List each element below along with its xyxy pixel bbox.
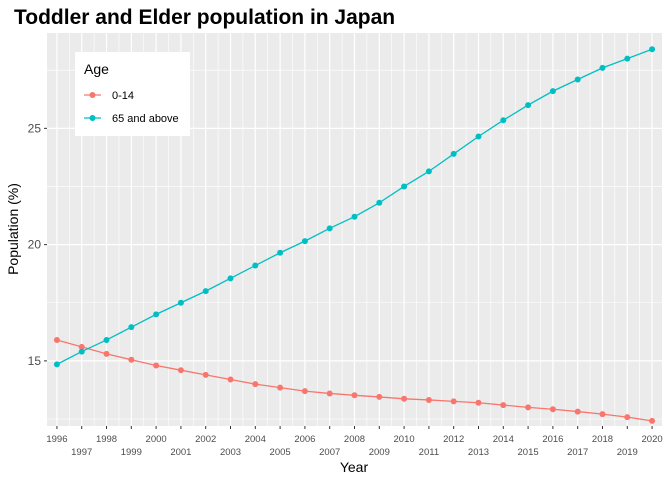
data-point <box>425 396 432 403</box>
y-axis-title: Population (%) <box>5 183 21 275</box>
data-point <box>549 406 556 413</box>
x-tick-label: 2015 <box>518 447 539 458</box>
data-point <box>103 350 110 357</box>
x-tick-label: 2001 <box>170 447 191 458</box>
data-point <box>301 238 308 245</box>
legend: Age 0-14 65 and above <box>75 52 190 136</box>
data-point <box>525 404 532 411</box>
x-tick-label: 2012 <box>443 434 464 445</box>
legend-label: 65 and above <box>112 113 179 125</box>
data-point <box>376 393 383 400</box>
data-point <box>78 348 85 355</box>
x-tick-label: 2000 <box>146 434 167 445</box>
x-tick-label: 1996 <box>46 434 67 445</box>
data-point <box>574 76 581 83</box>
x-tick-label: 1998 <box>96 434 117 445</box>
data-point <box>103 336 110 343</box>
data-point <box>78 343 85 350</box>
x-tick-label: 2005 <box>270 447 291 458</box>
data-point <box>227 275 234 282</box>
data-point <box>301 388 308 395</box>
data-point <box>202 288 209 295</box>
data-point <box>549 88 556 95</box>
data-point <box>202 371 209 378</box>
data-point <box>425 168 432 175</box>
x-tick-label: 2016 <box>542 434 563 445</box>
data-point <box>351 392 358 399</box>
data-point <box>450 150 457 157</box>
data-point <box>128 324 135 331</box>
x-axis-title: Year <box>340 459 369 475</box>
x-tick-label: 2009 <box>369 447 390 458</box>
y-tick-label: 20 <box>28 238 42 252</box>
data-point <box>649 46 656 53</box>
data-point <box>649 417 656 424</box>
data-point <box>277 249 284 256</box>
legend-key-point <box>89 92 96 98</box>
data-point <box>53 336 60 343</box>
data-point <box>599 64 606 71</box>
data-point <box>227 376 234 383</box>
data-point <box>351 213 358 220</box>
data-point <box>500 117 507 124</box>
y-axis: 15 20 25 <box>28 121 47 368</box>
data-point <box>376 199 383 206</box>
x-tick-label: 2017 <box>567 447 588 458</box>
data-point <box>252 262 259 269</box>
x-tick-label: 2010 <box>394 434 415 445</box>
data-point <box>450 398 457 405</box>
data-point <box>500 402 507 409</box>
x-tick-label: 2004 <box>245 434 266 445</box>
data-point <box>326 225 333 232</box>
data-point <box>574 408 581 415</box>
x-tick-label: 2018 <box>592 434 613 445</box>
data-point <box>128 356 135 363</box>
legend-label: 0-14 <box>112 90 134 102</box>
x-tick-label: 2002 <box>195 434 216 445</box>
x-tick-label: 2014 <box>493 434 514 445</box>
x-tick-label: 2008 <box>344 434 365 445</box>
data-point <box>624 55 631 62</box>
data-point <box>153 311 160 318</box>
data-point <box>599 411 606 418</box>
data-point <box>401 183 408 190</box>
data-point <box>475 133 482 140</box>
data-point <box>475 399 482 406</box>
data-point <box>624 414 631 421</box>
y-tick-label: 25 <box>28 121 42 135</box>
x-tick-label: 2006 <box>294 434 315 445</box>
data-point <box>177 367 184 374</box>
data-point <box>277 384 284 391</box>
x-tick-label: 2003 <box>220 447 241 458</box>
x-tick-label: 2013 <box>468 447 489 458</box>
chart-title: Toddler and Elder population in Japan <box>14 6 395 29</box>
data-point <box>401 395 408 402</box>
x-tick-label: 2007 <box>319 447 340 458</box>
series-points <box>53 46 656 424</box>
data-point <box>326 390 333 397</box>
data-point <box>177 299 184 306</box>
x-tick-label: 2020 <box>642 434 663 445</box>
data-point <box>252 381 259 388</box>
x-tick-label: 1997 <box>71 447 92 458</box>
legend-key-point <box>89 115 96 121</box>
x-tick-label: 2019 <box>617 447 638 458</box>
y-tick-label: 15 <box>28 354 42 368</box>
data-point <box>525 102 532 109</box>
legend-title: Age <box>84 61 109 77</box>
data-point <box>53 361 60 368</box>
x-tick-label: 2011 <box>419 447 439 458</box>
data-point <box>153 362 160 369</box>
x-tick-label: 1999 <box>121 447 142 458</box>
